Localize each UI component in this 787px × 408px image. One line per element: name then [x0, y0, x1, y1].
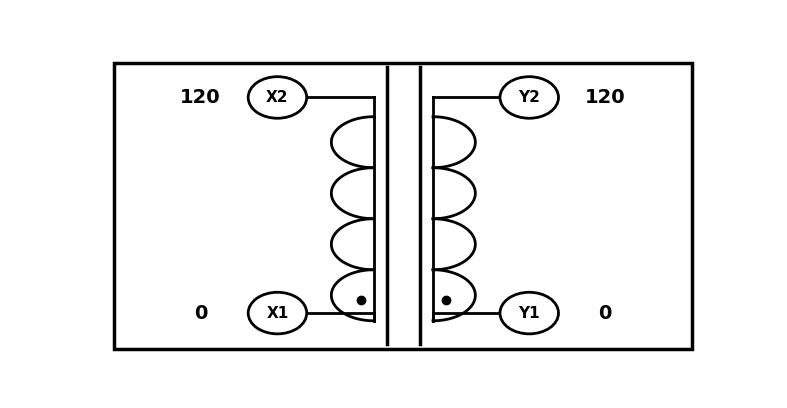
- Text: 120: 120: [585, 88, 625, 107]
- Text: 120: 120: [180, 88, 221, 107]
- Ellipse shape: [500, 77, 559, 118]
- Text: Y1: Y1: [519, 306, 540, 321]
- Text: Y2: Y2: [519, 90, 540, 105]
- Text: X1: X1: [266, 306, 289, 321]
- Ellipse shape: [248, 77, 307, 118]
- Text: X2: X2: [266, 90, 289, 105]
- Text: 0: 0: [598, 304, 611, 323]
- Text: 0: 0: [194, 304, 207, 323]
- Ellipse shape: [500, 292, 559, 334]
- Ellipse shape: [248, 292, 307, 334]
